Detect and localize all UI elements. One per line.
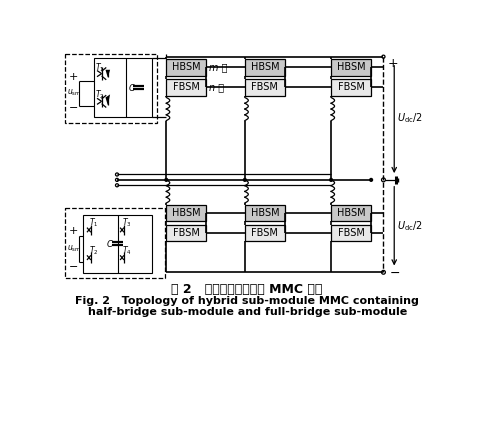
Text: $T_3$: $T_3$ [122, 217, 132, 229]
Bar [331, 224, 371, 242]
Bar [65, 208, 165, 278]
Text: +: + [387, 57, 398, 70]
Text: Fig. 2   Topology of hybrid sub-module MMC containing: Fig. 2 Topology of hybrid sub-module MMC… [75, 296, 419, 306]
Text: FBSM: FBSM [338, 228, 365, 238]
Text: 图 2   全桥加半桥混合式 MMC 拓扑: 图 2 全桥加半桥混合式 MMC 拓扑 [171, 283, 323, 296]
Bar [331, 59, 371, 76]
Text: HBSM: HBSM [337, 62, 366, 72]
Text: +: + [69, 72, 78, 83]
Text: $C$: $C$ [128, 82, 136, 93]
Bar [245, 79, 285, 96]
Text: n 个: n 个 [210, 83, 225, 93]
Text: $C$: $C$ [106, 238, 114, 249]
Circle shape [165, 179, 168, 181]
Text: $T_2$: $T_2$ [96, 89, 105, 101]
Bar [166, 205, 206, 221]
Text: FBSM: FBSM [338, 83, 365, 93]
Text: $u_{\rm sm}$: $u_{\rm sm}$ [67, 244, 81, 254]
Bar [83, 215, 153, 273]
Bar [331, 79, 371, 96]
Text: $U_{\rm dc}/2$: $U_{\rm dc}/2$ [398, 219, 423, 233]
Text: HBSM: HBSM [172, 208, 200, 218]
Text: −: − [69, 262, 78, 272]
Text: $T_2$: $T_2$ [89, 245, 99, 257]
Circle shape [330, 179, 332, 181]
Text: $T_1$: $T_1$ [96, 61, 105, 74]
Text: +: + [69, 226, 78, 237]
Text: FBSM: FBSM [173, 83, 200, 93]
Bar [65, 53, 157, 123]
Text: $T_1$: $T_1$ [89, 217, 99, 229]
Text: HBSM: HBSM [337, 208, 366, 218]
Bar [245, 205, 285, 221]
Text: FBSM: FBSM [173, 228, 200, 238]
Bar [245, 59, 285, 76]
Text: $T_4$: $T_4$ [122, 245, 132, 257]
Text: $U_{\rm dc}/2$: $U_{\rm dc}/2$ [398, 112, 423, 125]
Circle shape [243, 179, 246, 181]
Text: m 个: m 个 [210, 62, 228, 72]
Text: half-bridge sub-module and full-bridge sub-module: half-bridge sub-module and full-bridge s… [87, 307, 407, 317]
Text: FBSM: FBSM [252, 228, 278, 238]
Bar [166, 224, 206, 242]
Bar [166, 59, 206, 76]
Text: −: − [390, 266, 400, 280]
Bar [245, 224, 285, 242]
Text: $u_{\rm sm}$: $u_{\rm sm}$ [67, 88, 81, 98]
Bar [166, 79, 206, 96]
Text: HBSM: HBSM [251, 62, 279, 72]
Text: −: − [69, 103, 78, 113]
Bar [94, 58, 152, 117]
Polygon shape [105, 94, 110, 105]
Text: HBSM: HBSM [172, 62, 200, 72]
Text: HBSM: HBSM [251, 208, 279, 218]
Circle shape [370, 179, 372, 181]
Polygon shape [105, 70, 110, 77]
Text: FBSM: FBSM [252, 83, 278, 93]
Bar [331, 205, 371, 221]
